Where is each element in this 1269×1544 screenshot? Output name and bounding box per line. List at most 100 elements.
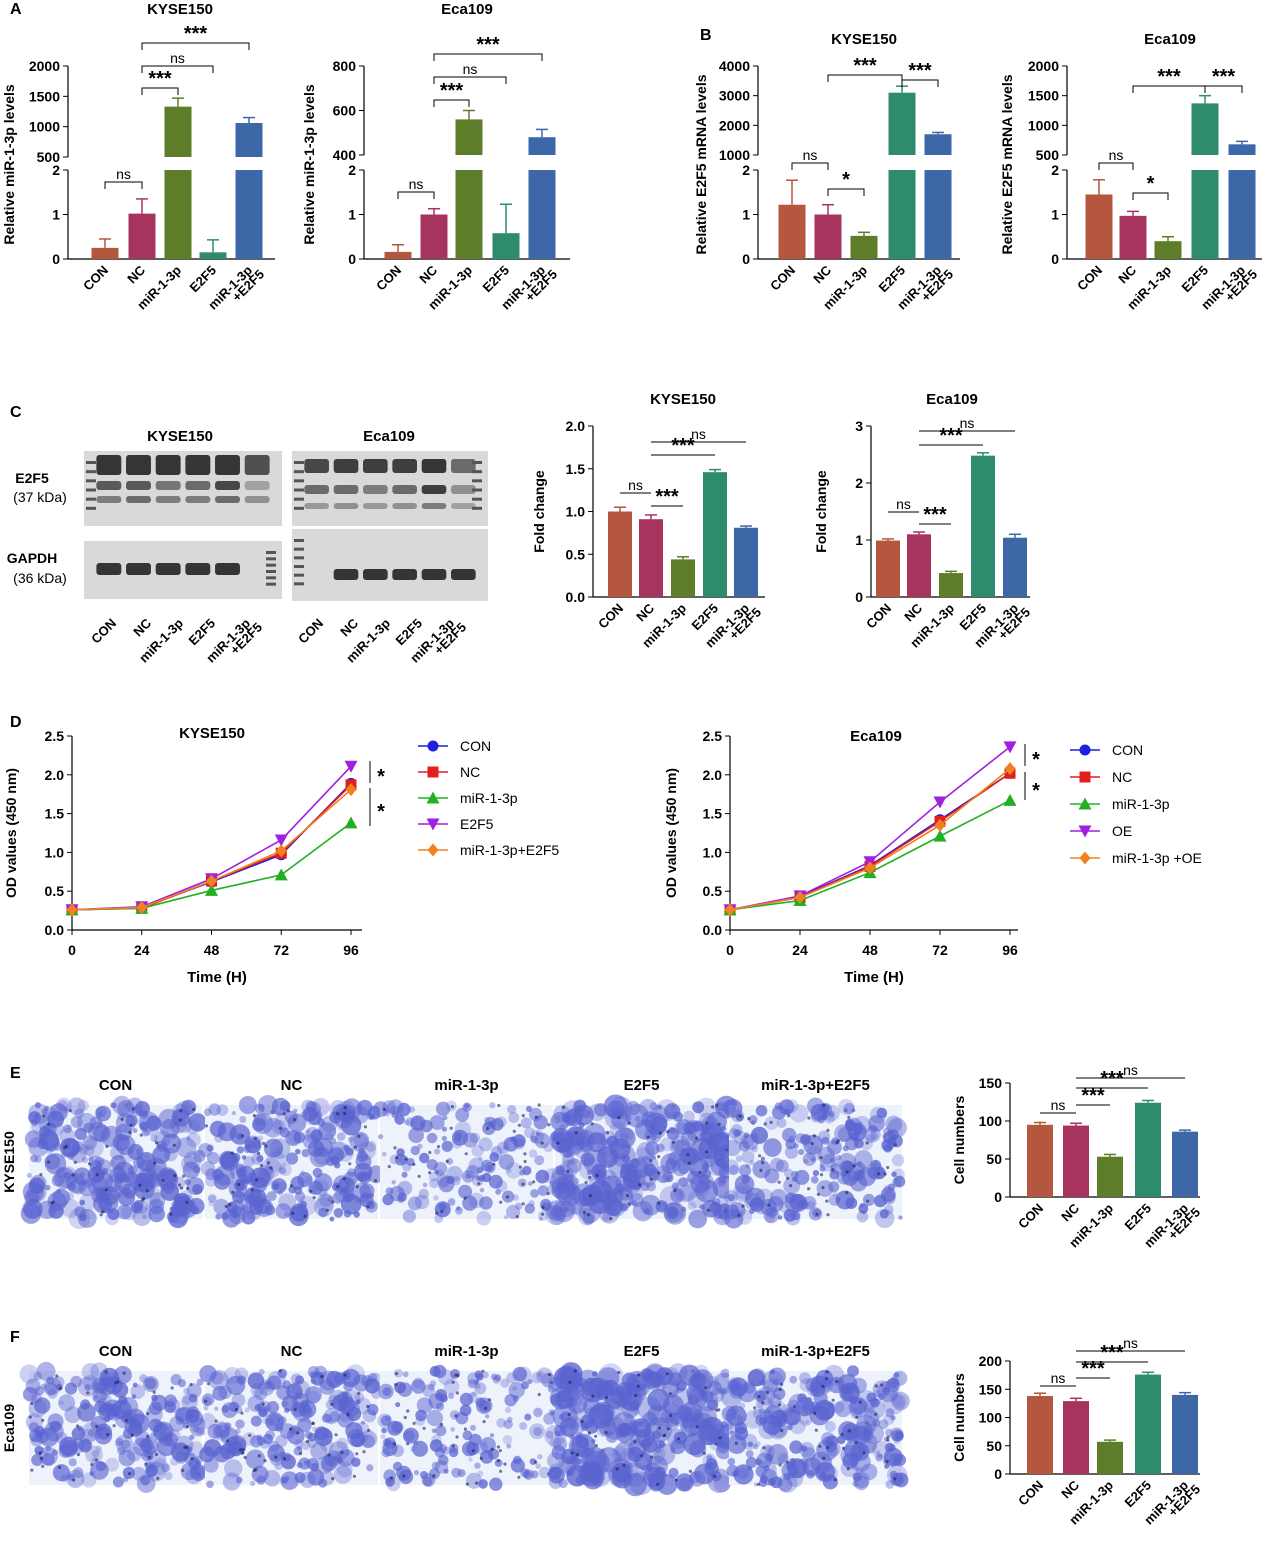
A2-y-tick-label: 1 (348, 207, 356, 223)
transwell-F-image-cell (716, 1441, 722, 1447)
D1-legend-label: miR-1-3p+E2F5 (460, 842, 559, 858)
transwell-E-image-cell (293, 1131, 306, 1144)
A2-bar (455, 119, 483, 155)
transwell-F-image-cell (878, 1453, 883, 1458)
transwell-F-image-pore (28, 1415, 32, 1419)
B2-bar (1191, 103, 1219, 155)
D2-series-line (729, 746, 1011, 911)
transwell-F-image-cell (186, 1383, 202, 1399)
transwell-F-image-cell (763, 1465, 770, 1472)
transwell-E-image-pore (230, 1151, 234, 1155)
transwell-E-image-cell (456, 1206, 461, 1211)
transwell-E-image-cell (870, 1132, 879, 1140)
transwell-F-image-pore (106, 1433, 110, 1437)
transwell-F-image-pore (41, 1418, 45, 1422)
F-significance: *** (1081, 1358, 1105, 1380)
transwell-F-image-pore (257, 1454, 261, 1458)
transwell-E-image-cell (799, 1199, 809, 1210)
transwell-F-image-cell (699, 1390, 707, 1399)
blot-eca109-e2f5-ladder-band (294, 461, 304, 464)
panel-letter: D (10, 714, 22, 731)
blot-eca109-e2f5-band (363, 459, 388, 473)
transwell-F-image-cell (647, 1404, 669, 1426)
transwell-E-image-pore (627, 1202, 631, 1206)
transwell-F-image-cell (148, 1449, 167, 1468)
transwell-E-image-pore (278, 1126, 282, 1130)
transwell-column-label: miR-1-3p+E2F5 (761, 1343, 870, 1360)
transwell-E-image-cell (428, 1172, 439, 1182)
transwell-F-image-pore (688, 1469, 693, 1473)
transwell-F-image-cell (68, 1458, 77, 1467)
transwell-F-image-pore (862, 1451, 866, 1455)
transwell-E-image-cell (503, 1136, 519, 1152)
transwell-F-image-cell (455, 1411, 469, 1425)
transwell-F-image-cell (612, 1412, 637, 1437)
transwell-F-image-cell (77, 1403, 96, 1422)
transwell-E-image-cell (561, 1130, 585, 1155)
B2-bar (1119, 215, 1147, 259)
E-y-tick-label: 50 (986, 1151, 1002, 1167)
transwell-F-image-cell (747, 1441, 754, 1447)
transwell-F-image-cell (380, 1415, 391, 1426)
transwell-E-image-cell (857, 1160, 863, 1166)
transwell-E-image-cell (188, 1197, 205, 1215)
transwell-E-image-cell (551, 1130, 575, 1154)
transwell-F-image-cell (103, 1415, 111, 1423)
blot-eca109-gapdh-band (421, 569, 447, 580)
D1-legend-label: E2F5 (460, 816, 494, 832)
D2-point (1003, 793, 1017, 806)
transwell-F-image-cell (395, 1402, 401, 1408)
transwell-E-image-pore (546, 1192, 550, 1196)
transwell-E-image-cell (507, 1104, 517, 1114)
transwell-F-image-pore (640, 1454, 644, 1458)
blot-kyse150-gapdh-band (185, 563, 211, 575)
B1-y-tick-label: 0 (742, 251, 750, 267)
blot-title: KYSE150 (147, 428, 213, 445)
transwell-F-image-cell (474, 1382, 487, 1395)
transwell-E-image-cell (207, 1194, 217, 1203)
transwell-F-image-cell (259, 1408, 268, 1418)
transwell-E-image-cell (594, 1103, 608, 1117)
B1-bar (778, 204, 806, 259)
transwell-F-image-pore (575, 1453, 580, 1457)
blot-eca109-e2f5-ladder-band (472, 461, 482, 464)
transwell-E-image-cell (887, 1143, 894, 1149)
transwell-F-image-cell (249, 1480, 256, 1487)
transwell-E-image-cell (879, 1209, 889, 1219)
transwell-F-image-cell (64, 1382, 78, 1395)
transwell-F-image-cell (594, 1389, 607, 1401)
transwell-F-image-pore (241, 1451, 245, 1455)
transwell-F-image-pore (330, 1402, 334, 1406)
C1-tick-label: NC (633, 600, 657, 624)
blot-kyse150-e2f5-band (155, 455, 181, 475)
transwell-E-image-pore (649, 1177, 653, 1181)
transwell-E-image-cell (679, 1211, 685, 1218)
F-significance: ns (1051, 1370, 1066, 1386)
transwell-F-image-cell (893, 1394, 907, 1408)
transwell-F-image-cell (885, 1408, 895, 1418)
transwell-E-image-pore (269, 1166, 273, 1170)
transwell-E-image-pore (609, 1217, 613, 1221)
transwell-E-image-cell (141, 1153, 151, 1163)
transwell-F-image-pore (394, 1372, 399, 1376)
transwell-E-image-cell (22, 1198, 43, 1219)
transwell-E-image-cell (308, 1112, 322, 1126)
transwell-E-image-cell (528, 1149, 538, 1158)
transwell-E-image-cell (278, 1162, 292, 1176)
transwell-E-image-cell (231, 1111, 236, 1116)
panel-letter: F (10, 1329, 20, 1346)
transwell-E-image-cell (365, 1141, 377, 1152)
transwell-E-image-pore (777, 1180, 781, 1184)
transwell-E-image-pore (521, 1182, 525, 1186)
transwell-E-image-cell (243, 1156, 255, 1168)
B1-tick-label: CON (767, 263, 798, 294)
transwell-F-image-cell (800, 1445, 808, 1452)
C2-bar (971, 455, 995, 597)
transwell-E-image-cell (30, 1118, 39, 1127)
transwell-E-image-pore (666, 1130, 670, 1134)
transwell-E-image-cell (138, 1109, 149, 1119)
transwell-F-image-cell (448, 1447, 459, 1458)
E-y-tick-label: 150 (979, 1075, 1003, 1091)
blot-eca109-e2f5-band (363, 503, 388, 509)
blot-eca109-e2f5-ladder-band (294, 479, 304, 483)
